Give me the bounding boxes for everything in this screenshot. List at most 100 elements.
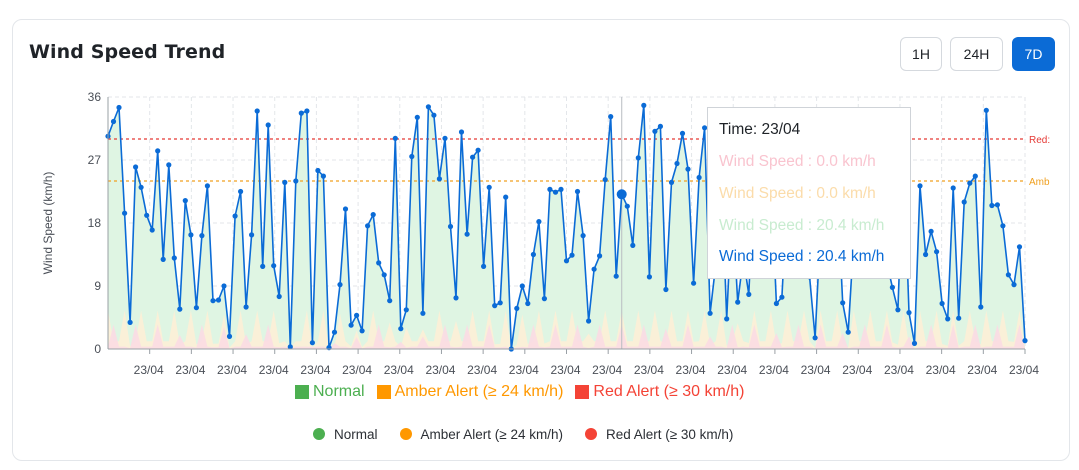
- data-point: [359, 328, 365, 334]
- data-point: [210, 298, 216, 304]
- data-point: [574, 188, 581, 195]
- data-point: [812, 335, 818, 341]
- data-point: [138, 184, 144, 190]
- legend-item-amber[interactable]: Amber Alert (≥ 24 km/h): [376, 383, 563, 401]
- data-point: [889, 284, 896, 290]
- data-point: [486, 184, 492, 190]
- data-point: [193, 305, 199, 311]
- tooltip-title: Time: 23/04: [719, 121, 801, 138]
- data-point: [331, 329, 338, 335]
- red-area: [108, 324, 1025, 349]
- data-point: [431, 112, 437, 118]
- data-point: [519, 283, 525, 289]
- legend-item-normal[interactable]: Normal: [295, 383, 365, 401]
- x-tick-label: 23/04: [717, 363, 747, 377]
- data-point: [983, 107, 989, 113]
- data-point: [989, 202, 995, 209]
- data-point: [779, 294, 785, 300]
- data-point: [348, 322, 354, 328]
- x-tick-label: 23/04: [884, 363, 914, 377]
- data-point: [956, 315, 962, 321]
- data-point: [464, 231, 470, 237]
- data-point: [685, 166, 691, 172]
- legend-label: Red Alert (≥ 30 km/h): [593, 383, 745, 400]
- data-point: [249, 232, 255, 238]
- data-point: [668, 179, 675, 185]
- data-point: [365, 223, 371, 229]
- y-tick-label: 36: [88, 90, 102, 104]
- data-point: [144, 212, 150, 218]
- data-point: [160, 256, 166, 262]
- tooltip-row: Wind Speed : 20.4 km/h: [719, 217, 885, 234]
- data-point: [215, 297, 222, 303]
- data-point: [906, 310, 912, 316]
- data-point: [608, 114, 614, 120]
- data-point: [381, 272, 387, 278]
- data-point: [773, 300, 780, 307]
- data-point: [586, 318, 592, 324]
- range-7d-button[interactable]: 7D: [1012, 37, 1055, 71]
- x-tick-label: 23/04: [259, 363, 289, 377]
- data-point: [171, 255, 177, 261]
- data-point: [425, 104, 431, 110]
- data-point: [707, 310, 713, 316]
- data-point: [470, 154, 476, 160]
- data-point: [547, 186, 553, 192]
- data-point: [177, 306, 183, 312]
- data-point: [961, 199, 967, 205]
- data-point: [845, 329, 851, 335]
- legend-item-red[interactable]: Red Alert (≥ 30 km/h): [575, 383, 744, 401]
- red-swatch: [575, 385, 590, 399]
- data-point: [254, 108, 260, 114]
- data-point: [1011, 282, 1017, 288]
- x-tick-label: 23/04: [467, 363, 497, 377]
- data-point: [320, 173, 326, 179]
- data-point: [569, 252, 575, 258]
- legend-dot-red[interactable]: Red Alert (≥ 30 km/h): [584, 427, 733, 442]
- range-1h-button[interactable]: 1H: [900, 37, 942, 71]
- data-point: [514, 305, 520, 311]
- tooltip-row: Wind Speed : 0.0 km/h: [719, 185, 876, 202]
- data-point: [563, 258, 570, 264]
- data-point: [1016, 244, 1023, 250]
- x-tick-label: 23/04: [384, 363, 414, 377]
- data-point: [392, 135, 398, 141]
- data-point: [657, 123, 664, 129]
- data-point: [1000, 223, 1006, 229]
- data-point: [122, 210, 128, 216]
- data-point: [635, 155, 641, 161]
- data-point: [221, 283, 227, 289]
- data-point: [525, 300, 531, 307]
- data-point: [702, 125, 708, 131]
- data-point: [133, 164, 139, 170]
- amber-dot-icon: [399, 428, 412, 440]
- data-point: [492, 303, 498, 309]
- data-point: [149, 227, 155, 233]
- data-point: [911, 340, 918, 346]
- x-tick-label: 23/04: [926, 363, 956, 377]
- data-point: [354, 312, 360, 318]
- data-point: [271, 263, 277, 269]
- data-point: [287, 344, 293, 350]
- normal-swatch: [295, 385, 309, 399]
- data-point: [917, 183, 923, 189]
- data-point: [602, 177, 608, 183]
- data-point: [735, 299, 741, 305]
- x-tick-label: 23/04: [300, 363, 330, 377]
- legend-dot-normal[interactable]: Normal: [313, 427, 378, 442]
- data-point: [691, 280, 697, 286]
- normal-dot-icon: [313, 428, 325, 440]
- data-point: [376, 260, 382, 266]
- y-tick-label: 18: [88, 216, 102, 230]
- data-point: [497, 300, 503, 306]
- threshold-label: Amb: [1029, 177, 1050, 188]
- data-point: [458, 129, 465, 135]
- x-tick-label: 23/04: [842, 363, 872, 377]
- range-24h-button[interactable]: 24H: [950, 37, 1003, 71]
- data-point: [420, 310, 426, 316]
- data-point: [613, 273, 619, 279]
- legend-dot-amber[interactable]: Amber Alert (≥ 24 km/h): [399, 427, 563, 442]
- data-point: [934, 249, 940, 255]
- x-tick-label: 23/04: [175, 363, 205, 377]
- data-point: [238, 188, 244, 195]
